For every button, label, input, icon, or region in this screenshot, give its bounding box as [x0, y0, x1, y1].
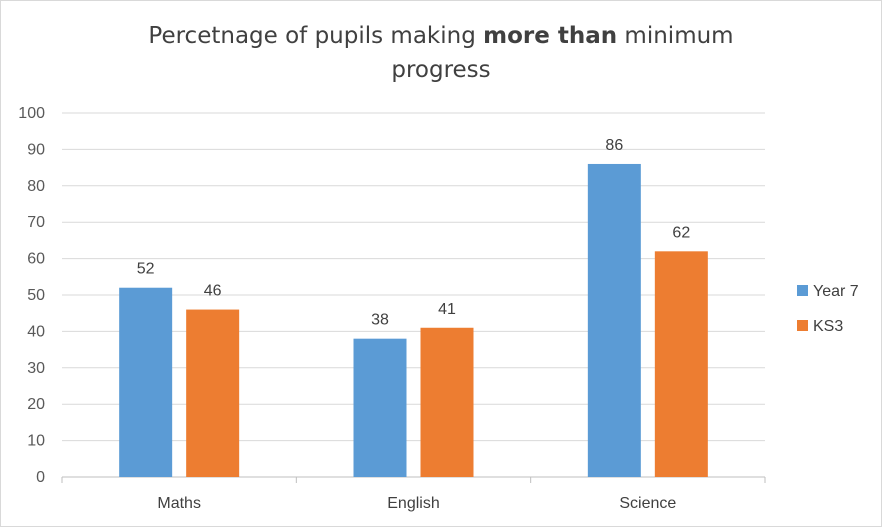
chart-title-pre: Percetnage of pupils making: [148, 23, 484, 49]
y-tick-label: 0: [36, 469, 45, 486]
bar: [420, 327, 474, 477]
y-tick-label: 30: [27, 360, 45, 377]
data-label: 62: [672, 224, 690, 241]
x-category-label: Maths: [157, 495, 201, 512]
bar: [353, 338, 407, 477]
bar: [654, 251, 708, 477]
legend-swatch: [797, 285, 808, 296]
bar: [119, 287, 173, 477]
y-tick-label: 50: [27, 287, 45, 304]
data-label: 86: [605, 137, 623, 154]
y-tick-label: 20: [27, 396, 45, 413]
data-label: 52: [137, 261, 155, 278]
chart-title-post: minimum progress: [391, 23, 734, 83]
legend-label: Year 7: [813, 283, 859, 300]
y-tick-label: 10: [27, 433, 45, 450]
legend-label: KS3: [813, 318, 843, 335]
y-tick-label: 40: [27, 323, 45, 340]
chart-title: Percetnage of pupils making more than mi…: [121, 19, 761, 87]
y-tick-label: 60: [27, 251, 45, 268]
bar: [186, 309, 240, 477]
data-label: 38: [371, 312, 389, 329]
y-tick-label: 100: [18, 105, 45, 122]
bar: [587, 163, 641, 477]
y-tick-label: 90: [27, 141, 45, 158]
data-label: 46: [204, 283, 222, 300]
y-tick-label: 80: [27, 178, 45, 195]
legend-swatch: [797, 320, 808, 331]
chart-title-bold: more than: [483, 23, 618, 49]
x-category-label: English: [387, 495, 439, 512]
x-category-label: Science: [619, 495, 676, 512]
data-label: 41: [438, 301, 456, 318]
y-tick-label: 70: [27, 214, 45, 231]
